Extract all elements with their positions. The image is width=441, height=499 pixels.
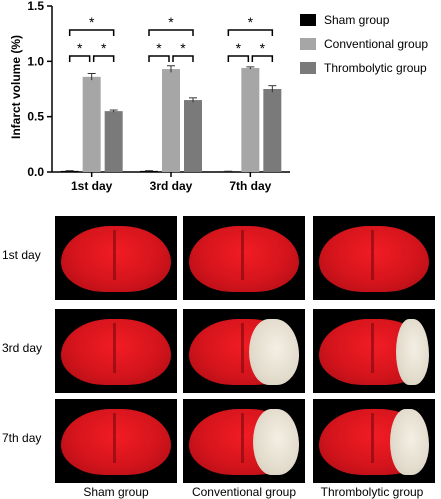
- legend-label: Sham group: [324, 13, 390, 27]
- x-tick-label: 3rd day: [150, 179, 193, 193]
- significance-star: *: [156, 40, 162, 56]
- brain-section-image: [313, 309, 435, 393]
- legend-swatch: [300, 14, 316, 26]
- y-tick-label: 1.0: [27, 54, 44, 68]
- bar: [60, 170, 79, 172]
- bar: [263, 89, 282, 172]
- column-label: Conventional group: [191, 485, 297, 499]
- significance-star: *: [101, 40, 107, 56]
- brain-section-image: [55, 216, 177, 300]
- bracket-sham-vs-conventional: [227, 55, 250, 62]
- column-label: Thrombolytic group: [320, 485, 424, 499]
- bar: [104, 111, 123, 172]
- chart-legend: Sham group Conventional group Thrombolytic…: [300, 8, 441, 80]
- bar: [184, 100, 202, 172]
- legend-swatch: [300, 38, 316, 50]
- legend-label: Conventional group: [324, 37, 429, 51]
- brain-midline: [113, 323, 116, 373]
- bar: [140, 170, 158, 172]
- brain-section-image: [313, 216, 435, 300]
- brain-tissue: [189, 226, 299, 292]
- brain-tissue: [319, 226, 429, 292]
- brain-tissue: [61, 226, 171, 292]
- row-label: 1st day: [2, 248, 41, 262]
- significance-star: *: [260, 40, 266, 56]
- bracket-sham-vs-thrombolytic: [148, 29, 194, 36]
- x-tick-label: 7th day: [229, 179, 271, 193]
- significance-star: *: [248, 14, 254, 30]
- legend-item: Sham group: [300, 8, 441, 32]
- brain-midline: [371, 323, 374, 373]
- legend-item: Thrombolytic group: [300, 56, 441, 80]
- bracket-sham-vs-conventional: [68, 55, 91, 62]
- significance-star: *: [236, 40, 242, 56]
- bracket-sham-vs-conventional: [148, 55, 170, 62]
- bracket-conventional-vs-thrombolytic: [92, 55, 115, 62]
- brain-midline: [241, 323, 244, 373]
- brain-section-image: [55, 309, 177, 393]
- brain-section-image: [55, 399, 177, 483]
- brain-tissue: [61, 319, 171, 385]
- row-label: 3rd day: [2, 341, 43, 355]
- infarct-region: [396, 319, 429, 385]
- significance-brackets: * * * * * * * * *: [68, 14, 274, 62]
- brain-section-image: [313, 399, 435, 483]
- brain-midline: [371, 413, 374, 463]
- x-tick-label: 1st day: [71, 179, 113, 193]
- y-tick-label: 0.5: [27, 110, 44, 124]
- brain-section-image: [183, 216, 305, 300]
- brain-midline: [241, 230, 244, 280]
- infarct-region: [253, 409, 299, 475]
- y-axis-title: Infarct volume (%): [9, 35, 23, 140]
- bar: [82, 76, 101, 172]
- infarct-region: [249, 319, 299, 385]
- brain-midline: [113, 413, 116, 463]
- bracket-conventional-vs-thrombolytic: [251, 55, 274, 62]
- row-label: 7th day: [2, 431, 42, 445]
- significance-star: *: [89, 14, 95, 30]
- significance-star: *: [77, 40, 83, 56]
- bracket-conventional-vs-thrombolytic: [172, 55, 194, 62]
- infarct-region: [390, 409, 429, 475]
- bar: [241, 67, 260, 172]
- legend-swatch: [300, 62, 316, 74]
- brain-tissue: [61, 409, 171, 475]
- y-tick-label: 0.0: [27, 165, 44, 179]
- significance-star: *: [180, 40, 186, 56]
- legend-label: Thrombolytic group: [324, 61, 427, 75]
- bracket-sham-vs-thrombolytic: [227, 29, 274, 36]
- brain-section-image: [183, 399, 305, 483]
- column-label: Sham group: [83, 485, 149, 499]
- y-tick-label: 1.5: [27, 0, 44, 13]
- brain-midline: [371, 230, 374, 280]
- legend-item: Conventional group: [300, 32, 441, 56]
- chart-bars: [60, 65, 282, 172]
- bar: [162, 69, 180, 172]
- significance-star: *: [168, 14, 174, 30]
- brain-section-image: [183, 309, 305, 393]
- bracket-sham-vs-thrombolytic: [68, 29, 115, 36]
- brain-midline: [113, 230, 116, 280]
- brain-midline: [241, 413, 244, 463]
